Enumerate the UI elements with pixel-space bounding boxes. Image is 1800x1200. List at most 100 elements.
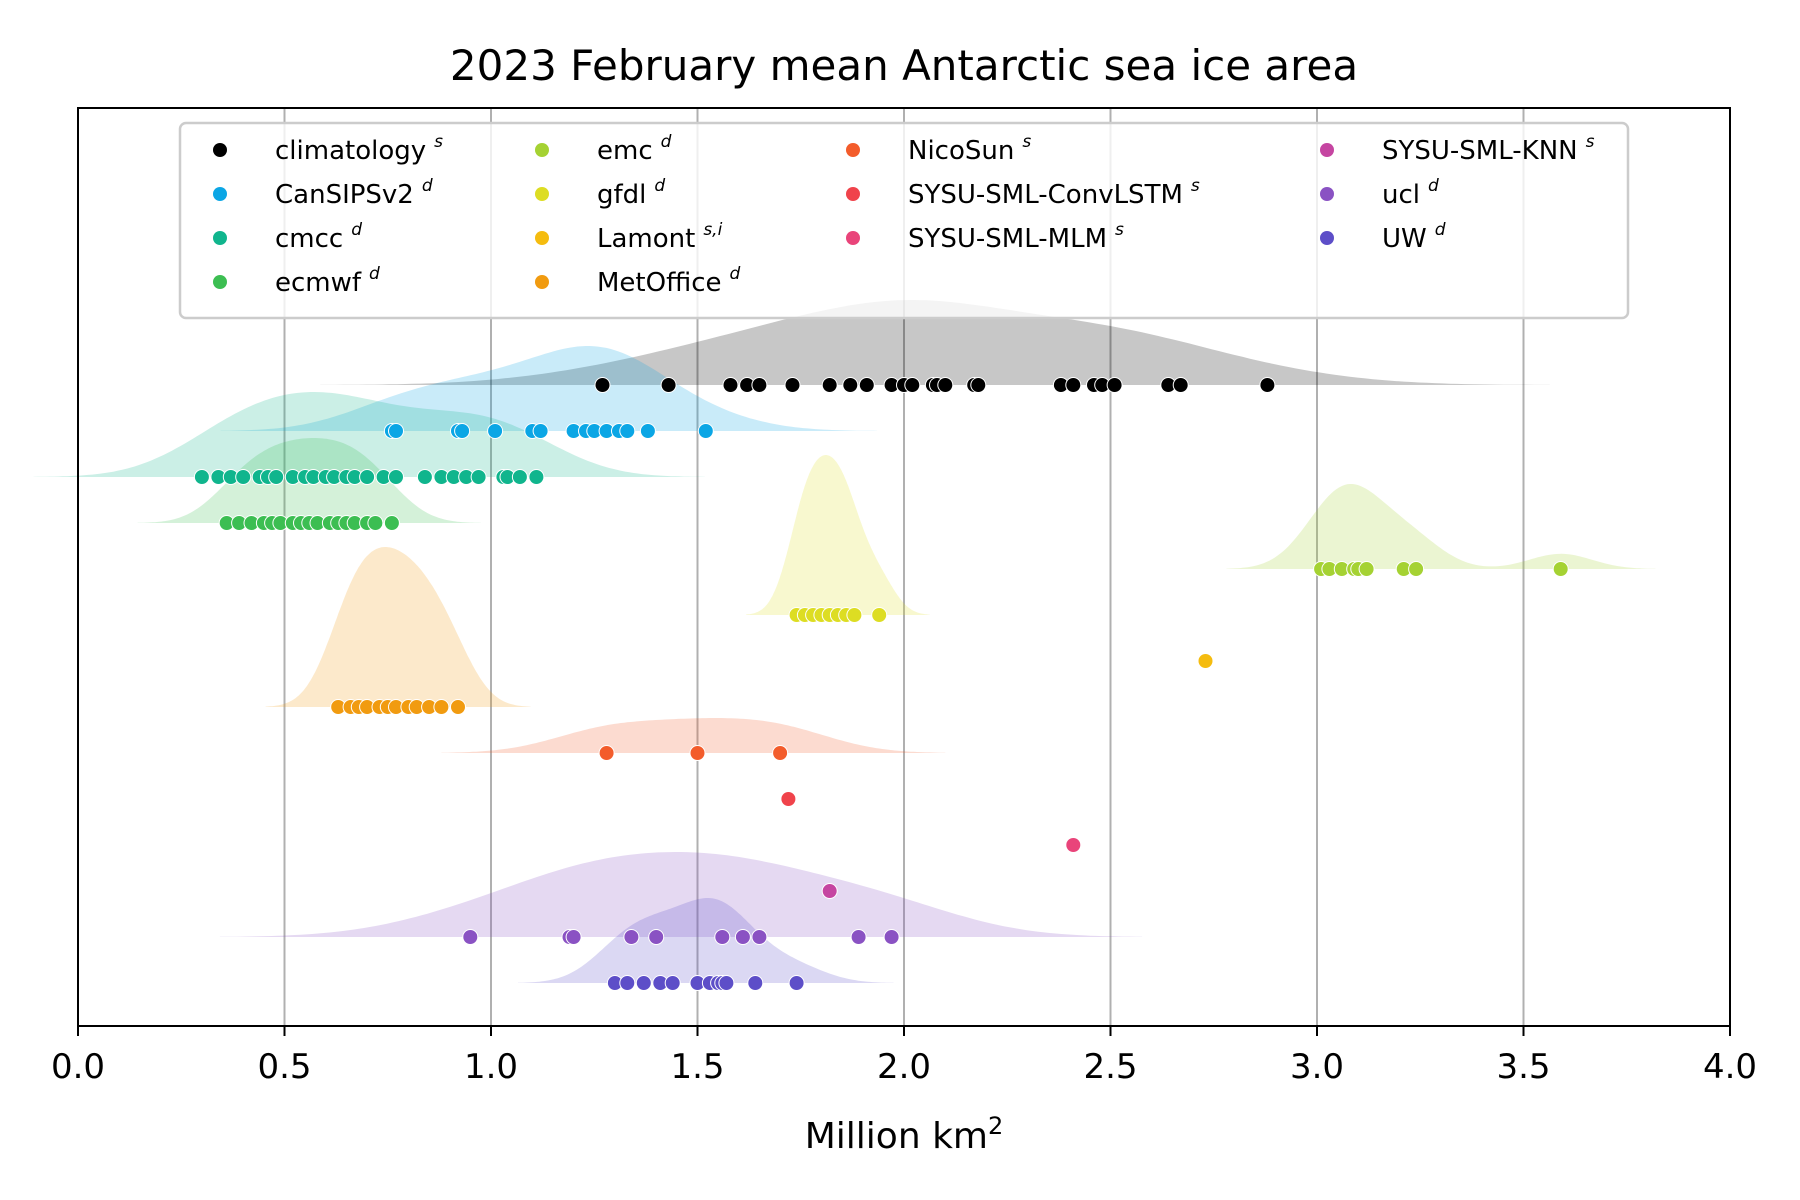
point-climatology <box>1172 377 1189 393</box>
legend-label-superscript: s <box>1115 220 1124 240</box>
point-sysu-sml-mlm <box>1065 837 1082 853</box>
point-ucl <box>850 929 867 945</box>
point-lamont <box>1197 653 1214 669</box>
legend-marker <box>846 143 860 157</box>
point-climatology <box>722 377 739 393</box>
point-cmcc <box>268 469 285 485</box>
x-tick-label: 1.0 <box>464 1047 518 1087</box>
point-ucl <box>462 929 479 945</box>
legend-label-text: climatology <box>275 136 426 166</box>
point-cmcc <box>359 469 376 485</box>
legend-label-superscript: d <box>422 176 433 196</box>
legend-label-text: cmcc <box>275 224 343 254</box>
distribution-cmcc <box>33 392 705 477</box>
legend-marker <box>846 231 860 245</box>
legend-item-cmcc: cmcc d <box>213 220 362 254</box>
legend-item-emc: emc d <box>535 132 672 166</box>
point-climatology <box>751 377 768 393</box>
x-tick-label: 1.5 <box>670 1047 724 1087</box>
point-uw <box>619 975 636 991</box>
legend-marker <box>535 231 549 245</box>
x-tick-label: 0.0 <box>51 1047 105 1087</box>
distribution-uw <box>518 898 894 983</box>
point-cmcc <box>193 469 210 485</box>
legend-label-text: SYSU-SML-KNN <box>1382 136 1578 166</box>
legend-label: UW d <box>1382 220 1446 254</box>
point-climatology <box>1106 377 1123 393</box>
x-axis-label: Million km2 <box>805 1112 1004 1157</box>
point-sysu-sml-convlstm <box>780 791 797 807</box>
legend-label-text: MetOffice <box>597 268 722 298</box>
chart-title: 2023 February mean Antarctic sea ice are… <box>450 41 1358 90</box>
data-points <box>193 377 1569 991</box>
legend-label: emc d <box>597 132 672 166</box>
point-climatology <box>821 377 838 393</box>
legend-label-superscript: d <box>351 220 362 240</box>
legend-label-text: emc <box>597 136 653 166</box>
legend-label-superscript: d <box>654 176 665 196</box>
legend-item-nicosun: NicoSun s <box>846 132 1031 166</box>
point-cmcc <box>416 469 433 485</box>
point-climatology <box>842 377 859 393</box>
point-climatology <box>904 377 921 393</box>
legend-label: ecmwf d <box>275 264 380 298</box>
legend-label-text: CanSIPSv2 <box>275 180 414 210</box>
legend-label-superscript: s <box>1191 176 1200 196</box>
point-climatology <box>660 377 677 393</box>
legend-label: MetOffice d <box>597 264 741 298</box>
legend-label: ucl d <box>1382 176 1439 210</box>
legend-marker <box>535 275 549 289</box>
x-axis-label-exponent: 2 <box>988 1112 1003 1140</box>
point-nicosun <box>689 745 706 761</box>
legend-marker <box>1320 143 1334 157</box>
point-cansipsv2 <box>388 423 404 439</box>
distribution-climatology <box>320 300 1550 385</box>
legend-label-superscript: d <box>369 264 380 284</box>
point-cmcc <box>388 469 404 485</box>
point-climatology <box>937 377 954 393</box>
legend-label-superscript: d <box>1428 176 1439 196</box>
legend-item-sysu-sml-knn: SYSU-SML-KNN s <box>1320 132 1595 166</box>
legend-label: SYSU-SML-KNN s <box>1382 132 1595 166</box>
point-uw <box>747 975 764 991</box>
legend-marker <box>535 143 549 157</box>
point-climatology <box>784 377 801 393</box>
point-cmcc <box>511 469 528 485</box>
point-uw <box>664 975 681 991</box>
legend-label-text: NicoSun <box>908 136 1014 166</box>
legend-box <box>178 121 1630 320</box>
legend-label: gfdl d <box>597 176 665 210</box>
point-metoffice <box>450 699 466 715</box>
legend-marker <box>213 143 227 157</box>
point-emc <box>1408 561 1425 577</box>
legend-item-sysu-sml-mlm: SYSU-SML-MLM s <box>846 220 1124 254</box>
point-ucl <box>648 929 665 945</box>
point-climatology <box>1259 377 1276 393</box>
point-cmcc <box>528 469 545 485</box>
x-tick-label: 0.5 <box>257 1047 311 1087</box>
legend-item-lamont: Lamont s,i <box>535 220 723 254</box>
point-cansipsv2 <box>697 423 714 439</box>
point-gfdl <box>846 607 863 623</box>
point-ucl <box>883 929 900 945</box>
point-metoffice <box>433 699 450 715</box>
point-uw <box>718 975 735 991</box>
distribution-metoffice <box>265 547 531 707</box>
point-nicosun <box>598 745 615 761</box>
legend-label-superscript: s <box>1586 132 1595 152</box>
point-cansipsv2 <box>619 423 636 439</box>
distribution-nicosun <box>441 718 946 753</box>
x-tick-label: 2.5 <box>1083 1047 1137 1087</box>
legend-item-metoffice: MetOffice d <box>535 264 741 298</box>
legend-item-cansipsv2: CanSIPSv2 d <box>213 176 433 210</box>
legend-marker <box>213 187 227 201</box>
legend-item-uw: UW d <box>1320 220 1446 254</box>
legend-label-superscript: s <box>1022 132 1031 152</box>
x-tick-label: 3.0 <box>1290 1047 1344 1087</box>
point-ucl <box>623 929 640 945</box>
point-cmcc <box>470 469 487 485</box>
legend-label: Lamont s,i <box>597 220 723 254</box>
point-cansipsv2 <box>454 423 471 439</box>
point-uw <box>788 975 805 991</box>
